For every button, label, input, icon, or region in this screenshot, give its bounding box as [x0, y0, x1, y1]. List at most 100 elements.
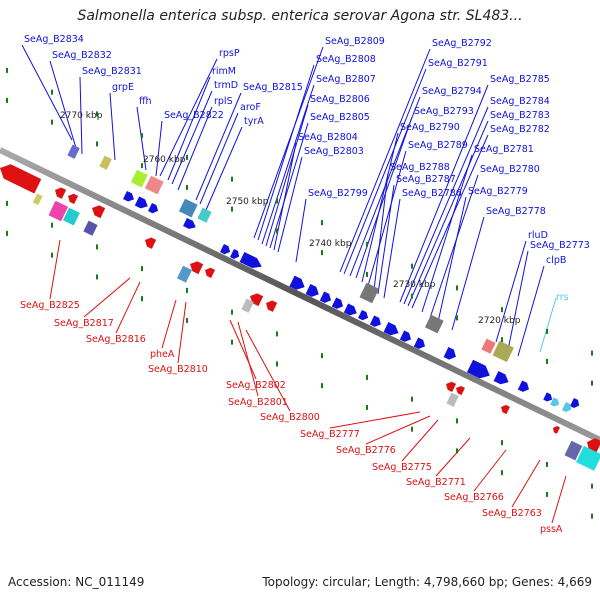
- forward-gene[interactable]: [134, 196, 150, 210]
- feature-box[interactable]: [99, 155, 112, 170]
- feature-box[interactable]: [576, 445, 600, 471]
- forward-gene[interactable]: [319, 291, 333, 304]
- feature-box[interactable]: [359, 282, 380, 304]
- forward-gene-label[interactable]: SeAg_B2803: [304, 146, 364, 157]
- forward-gene-label[interactable]: SeAg_B2788: [390, 162, 450, 173]
- reverse-gene-label[interactable]: SeAg_B2810: [148, 364, 208, 375]
- forward-gene-label[interactable]: SeAg_B2799: [308, 188, 368, 199]
- feature-box[interactable]: [83, 220, 98, 236]
- forward-gene-label[interactable]: tyrA: [244, 116, 264, 127]
- forward-gene[interactable]: [230, 248, 241, 261]
- forward-gene-label[interactable]: ffh: [139, 96, 152, 107]
- forward-gene-label[interactable]: SeAg_B2808: [316, 54, 376, 65]
- reverse-gene[interactable]: [90, 203, 106, 219]
- forward-gene-label[interactable]: rpsP: [219, 48, 240, 59]
- feature-box[interactable]: [241, 298, 254, 313]
- forward-gene[interactable]: [543, 392, 554, 403]
- feature-box[interactable]: [144, 175, 164, 195]
- reverse-gene-label[interactable]: SeAg_B2800: [260, 412, 320, 423]
- forward-gene[interactable]: [493, 371, 511, 387]
- reverse-gene[interactable]: [66, 192, 79, 204]
- forward-gene-label[interactable]: SeAg_B2807: [316, 74, 376, 85]
- reverse-gene[interactable]: [203, 266, 216, 278]
- reverse-gene-label[interactable]: SeAg_B2766: [444, 492, 504, 503]
- feature-box[interactable]: [176, 265, 193, 283]
- feature-box[interactable]: [130, 169, 148, 188]
- forward-gene-label[interactable]: SeAg_B2804: [298, 132, 358, 143]
- forward-gene[interactable]: [413, 337, 427, 350]
- forward-gene[interactable]: [305, 284, 322, 299]
- forward-gene[interactable]: [517, 380, 531, 393]
- reverse-gene-label[interactable]: SeAg_B2775: [372, 462, 432, 473]
- forward-gene[interactable]: [358, 309, 370, 322]
- reverse-gene[interactable]: [0, 161, 42, 194]
- rrna-gene-label[interactable]: rrs: [556, 292, 569, 303]
- reverse-gene-label[interactable]: SeAg_B2777: [300, 429, 360, 440]
- feature-box[interactable]: [32, 193, 43, 206]
- forward-gene[interactable]: [331, 297, 345, 310]
- forward-gene-label[interactable]: SeAg_B2822: [164, 110, 224, 121]
- feature-box[interactable]: [62, 207, 80, 226]
- reverse-gene-label[interactable]: SeAg_B2801: [228, 397, 288, 408]
- forward-gene-label[interactable]: SeAg_B2832: [52, 50, 112, 61]
- feature-box[interactable]: [424, 314, 444, 334]
- forward-gene[interactable]: [239, 252, 265, 271]
- forward-gene-label[interactable]: SeAg_B2815: [243, 82, 303, 93]
- forward-gene-label[interactable]: SeAg_B2794: [422, 86, 482, 97]
- reverse-gene[interactable]: [143, 235, 157, 249]
- forward-gene-label[interactable]: SeAg_B2785: [490, 74, 550, 85]
- forward-gene-label[interactable]: SeAg_B2778: [486, 206, 546, 217]
- forward-gene-label[interactable]: SeAg_B2784: [490, 96, 550, 107]
- reverse-gene-label[interactable]: pheA: [150, 349, 175, 360]
- reverse-gene[interactable]: [499, 403, 510, 415]
- feature-box[interactable]: [481, 338, 496, 354]
- feature-box[interactable]: [197, 207, 212, 223]
- reverse-gene-label[interactable]: SeAg_B2771: [406, 477, 466, 488]
- forward-gene-label[interactable]: SeAg_B2789: [408, 140, 468, 151]
- forward-gene-label[interactable]: SeAg_B2834: [24, 34, 84, 45]
- forward-gene-label[interactable]: rimM: [212, 66, 236, 77]
- forward-gene[interactable]: [369, 315, 383, 328]
- reverse-gene[interactable]: [53, 185, 67, 199]
- forward-gene[interactable]: [443, 347, 459, 362]
- forward-gene-label[interactable]: SeAg_B2779: [468, 186, 528, 197]
- forward-gene-label[interactable]: SeAg_B2783: [490, 110, 550, 121]
- forward-gene[interactable]: [148, 202, 160, 215]
- forward-gene[interactable]: [399, 330, 413, 343]
- reverse-gene[interactable]: [551, 425, 560, 434]
- feature-box[interactable]: [178, 198, 198, 218]
- forward-gene-label[interactable]: SeAg_B2809: [325, 36, 385, 47]
- reverse-gene-label[interactable]: SeAg_B2763: [482, 508, 542, 519]
- feature-box[interactable]: [564, 440, 583, 461]
- forward-gene-label[interactable]: SeAg_B2806: [310, 94, 370, 105]
- reverse-gene-label[interactable]: SeAg_B2816: [86, 334, 146, 345]
- reverse-gene-label[interactable]: pssA: [540, 524, 563, 535]
- reverse-gene-label[interactable]: SeAg_B2802: [226, 380, 286, 391]
- forward-gene-label[interactable]: SeAg_B2782: [490, 124, 550, 135]
- forward-gene-label[interactable]: rluD: [528, 230, 548, 241]
- forward-gene[interactable]: [343, 303, 359, 317]
- reverse-gene-label[interactable]: SeAg_B2825: [20, 300, 80, 311]
- forward-gene-label[interactable]: aroF: [240, 102, 261, 113]
- forward-gene[interactable]: [289, 275, 307, 293]
- forward-gene-label[interactable]: trmD: [214, 80, 238, 91]
- feature-box[interactable]: [492, 340, 514, 363]
- forward-gene[interactable]: [383, 322, 401, 338]
- forward-gene-label[interactable]: SeAg_B2793: [414, 106, 474, 117]
- forward-gene-label[interactable]: SeAg_B2787: [396, 174, 456, 185]
- forward-gene[interactable]: [570, 397, 581, 410]
- reverse-gene-label[interactable]: SeAg_B2776: [336, 445, 396, 456]
- forward-gene[interactable]: [183, 217, 198, 231]
- reverse-gene-label[interactable]: SeAg_B2817: [54, 318, 114, 329]
- feature-box[interactable]: [48, 200, 69, 222]
- forward-gene-label[interactable]: SeAg_B2773: [530, 240, 590, 251]
- forward-gene-label[interactable]: grpE: [112, 82, 134, 93]
- forward-gene-label[interactable]: SeAg_B2781: [474, 144, 534, 155]
- forward-gene-label[interactable]: SeAg_B2792: [432, 38, 492, 49]
- rrna-gene[interactable]: [550, 397, 561, 408]
- forward-gene-label[interactable]: SeAg_B2786: [402, 188, 462, 199]
- forward-gene-label[interactable]: SeAg_B2790: [400, 122, 460, 133]
- forward-gene[interactable]: [220, 243, 232, 256]
- forward-gene-label[interactable]: SeAg_B2831: [82, 66, 142, 77]
- reverse-gene[interactable]: [264, 298, 278, 312]
